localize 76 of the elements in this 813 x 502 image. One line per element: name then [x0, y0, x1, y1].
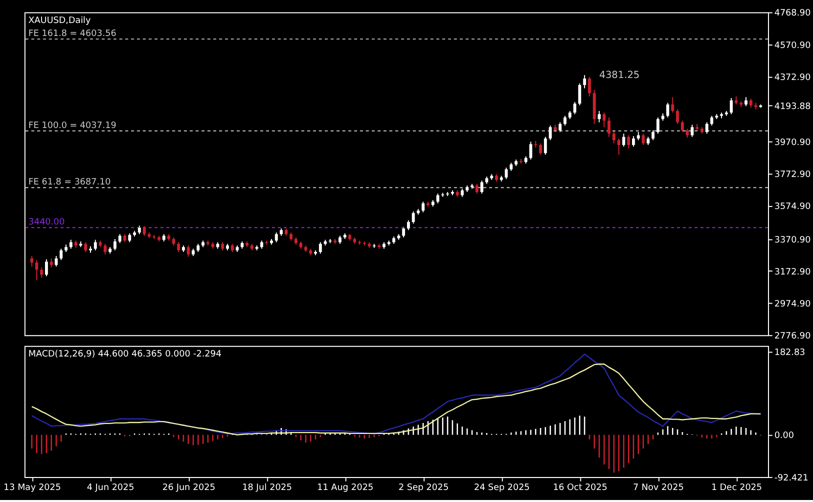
candlestick: [45, 258, 48, 277]
x-tick-label: 7 Nov 2025: [633, 483, 684, 494]
candlestick: [730, 97, 733, 115]
candlestick: [412, 210, 415, 224]
candlestick: [583, 74, 586, 89]
candlestick: [422, 201, 425, 213]
candlestick: [186, 244, 190, 258]
chart-title: MACD(12,26,9) 44.600 46.365 0.000 -2.294: [28, 350, 222, 360]
x-tick-label: 2 Sep 2025: [398, 483, 449, 494]
candlestick: [274, 232, 278, 243]
candlestick: [436, 193, 440, 204]
y-tick-label: 3370.90: [774, 235, 812, 246]
y-tick-label: 0.00: [774, 431, 794, 442]
ref-line-label: 3440.00: [28, 218, 66, 228]
candlestick: [676, 108, 679, 124]
y-tick-label: 3172.90: [774, 267, 812, 278]
candlestick: [104, 243, 107, 255]
y-tick-label: -92.421: [774, 473, 808, 484]
candlestick: [612, 130, 616, 144]
ref-line-label: FE 161.8 = 4603.56: [28, 29, 117, 40]
x-tick-label: 16 Oct 2025: [552, 483, 608, 494]
y-tick-label: 4193.88: [774, 102, 811, 112]
y-tick-label: 3970.90: [774, 138, 812, 148]
candlestick: [666, 102, 670, 118]
candlestick: [504, 167, 508, 180]
candlestick: [617, 138, 620, 156]
candlestick: [622, 133, 626, 148]
candlestick: [671, 96, 674, 114]
y-tick-label: 2776.90: [774, 332, 812, 342]
annotation: 4381.25: [599, 70, 640, 82]
y-tick-label: 4768.90: [774, 8, 812, 19]
candlestick: [35, 260, 38, 281]
candlestick: [558, 122, 562, 133]
candlestick: [588, 76, 591, 97]
candlestick: [602, 112, 606, 128]
candlestick: [406, 220, 410, 231]
candlestick: [539, 142, 542, 156]
chart-title: XAUUSD,Daily: [28, 16, 91, 26]
candlestick: [475, 183, 478, 194]
candlestick: [30, 256, 34, 268]
candlestick: [177, 242, 180, 252]
x-tick-label: 13 May 2025: [4, 483, 61, 494]
ref-line-label: FE 100.0 = 4037.19: [28, 120, 116, 131]
candlestick: [680, 120, 684, 133]
x-tick-label: 4 Jun 2025: [86, 483, 134, 494]
candlestick: [548, 125, 552, 141]
candlestick: [608, 116, 610, 138]
candlestick: [60, 248, 63, 261]
y-tick-label: 182.83: [774, 348, 806, 358]
candlestick: [627, 134, 630, 149]
y-tick-label: 4372.90: [774, 72, 812, 83]
candlestick: [480, 180, 484, 194]
candlestick: [84, 242, 88, 252]
candlestick: [318, 242, 322, 254]
y-tick-label: 2974.90: [774, 299, 812, 310]
candlestick: [690, 124, 694, 138]
x-tick-label: 24 Sep 2025: [474, 483, 530, 494]
x-tick-label: 1 Dec 2025: [711, 483, 762, 494]
candlestick: [94, 239, 97, 251]
candlestick: [142, 226, 146, 236]
candlestick: [652, 130, 655, 141]
y-tick-label: 3772.90: [774, 170, 812, 180]
x-tick-label: 11 Aug 2025: [317, 483, 374, 494]
candlestick: [564, 115, 566, 126]
candlestick: [544, 136, 547, 156]
x-tick-label: 26 Jun 2025: [162, 483, 216, 494]
candlestick: [656, 116, 660, 134]
candlestick: [705, 122, 708, 134]
candlestick: [113, 238, 116, 251]
candlestick: [632, 136, 635, 148]
y-tick-label: 4570.90: [774, 40, 812, 51]
x-tick-label: 18 Jul 2025: [242, 483, 292, 494]
candlestick: [40, 266, 44, 278]
ref-line-label: FE 61.8 = 3687.10: [28, 178, 112, 188]
candlestick: [578, 82, 582, 106]
y-tick-label: 3574.90: [774, 202, 812, 212]
